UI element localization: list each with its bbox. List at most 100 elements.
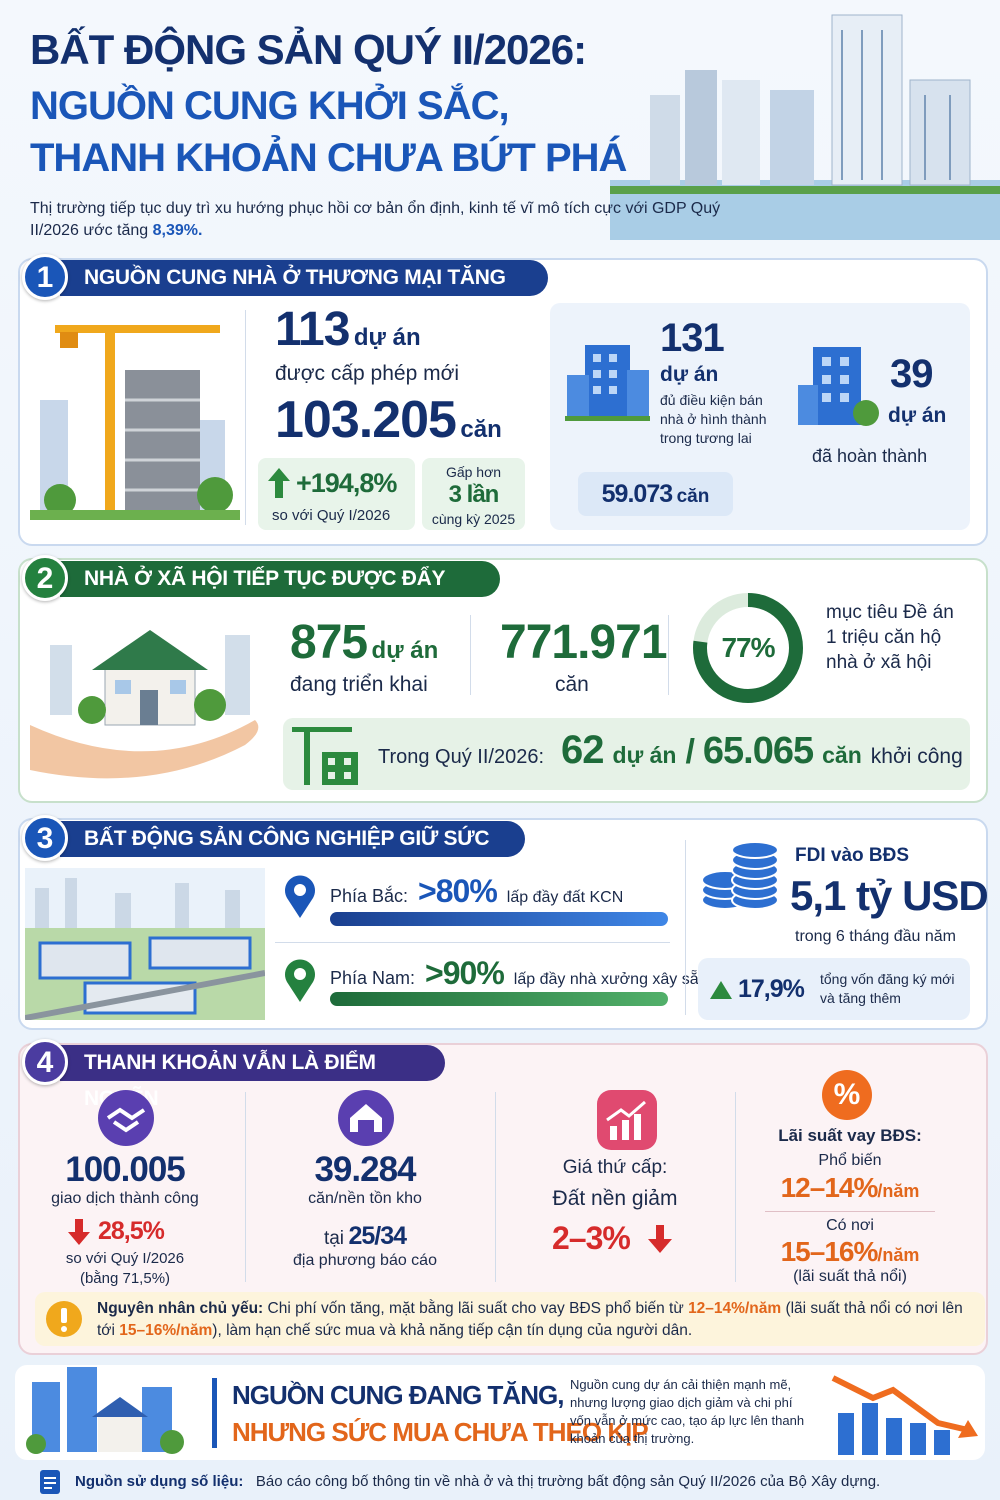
intro: Thị trường tiếp tục duy trì xu hướng phụ… [30,198,730,242]
shape [609,354,617,362]
highlight: 12–14%/năm [688,1300,782,1317]
shape [285,875,315,918]
shape [685,70,717,185]
divider [470,615,471,695]
shape [30,720,259,779]
text: Chi phí vốn tăng, mặt bằng lãi suất cho … [267,1300,684,1317]
region-rate: >90% [425,955,505,991]
unit: dự án [612,742,677,768]
fdi-growth-box [698,958,970,1020]
shape [92,630,208,670]
unit: căn [460,416,502,443]
price-change: 2–3% [552,1220,631,1256]
shape [344,772,351,779]
divider [735,1092,736,1282]
shape [606,1100,646,1122]
shape [358,1120,374,1132]
value: 65.065 [702,730,814,772]
shape [593,386,601,394]
label: Gấp hơn [445,464,502,480]
progress-label: 77% [721,632,775,663]
shape [78,696,106,724]
shape [148,936,252,970]
rate-row: 15–16%/năm [745,1236,955,1268]
label: được cấp phép mới [275,362,460,385]
house-hand-illustration [30,630,259,779]
region-row: Phía Bắc: >80% lấp đầy đất KCN [330,873,623,910]
permit-projects: 113 dự án [275,302,421,357]
transactions-change: 28,5% [98,1217,165,1245]
intro-highlight: 8,39%. [152,222,203,239]
social-projects: 875 dự án [290,615,438,670]
shape [567,375,589,417]
shape [294,968,306,980]
shape [838,1413,854,1455]
footer-text: Báo cáo công bố thông tin về nhà ở và th… [255,1473,881,1490]
value: 15–16% [780,1236,879,1267]
shape [958,1420,978,1438]
city-illustration [26,1367,184,1454]
social-units: 771.971 [500,616,668,669]
label: đang triển khai [290,673,428,696]
shape [853,400,879,426]
divider [245,1092,246,1282]
skyline-illustration [610,14,1000,240]
unit: dự án [371,637,439,664]
shape [106,1107,146,1133]
region-row: Phía Nam: >90% lấp đầy nhà xưởng xây sẵn [330,955,708,992]
shape [285,959,315,1002]
shape [225,635,250,715]
fdi-amount: 5,1 tỷ USD [790,872,989,919]
label: đã hoàn thành [812,446,928,466]
shape [30,510,240,520]
unit: căn [555,673,589,696]
shape [593,370,601,378]
shape [44,1477,56,1489]
shape [862,1403,878,1455]
shape [61,1326,67,1332]
shape [268,468,290,498]
shape [140,690,158,725]
label: tổng vốn đăng ký mới và tăng thêm [820,971,955,1006]
title-line: BẤT ĐỘNG SẢN QUÝ II/2026: [30,26,587,73]
shape [822,375,831,384]
headline: NGUỒN CUNG ĐANG TĂNG, [232,1380,564,1410]
industrial-illustration [25,868,265,1020]
shape [822,357,831,366]
shape [813,347,861,425]
shape [822,393,831,402]
divider [765,1211,935,1212]
value: 113 [275,303,350,356]
label: so với Quý I/2026 [65,1250,185,1267]
label: (bằng 71,5%) [79,1270,171,1287]
shape [67,1367,97,1452]
shape [115,680,131,694]
shape [60,332,78,348]
shape [650,95,680,185]
title-line: THANH KHOẢN CHƯA BỨT PHÁ [30,136,627,180]
shape [831,14,903,186]
label: (lãi suất thả nổi) [793,1268,907,1285]
section-number: 4 [22,1039,68,1085]
shape [841,30,951,180]
section-number: 1 [22,254,68,300]
shape [25,970,265,1020]
shape [225,890,240,928]
shape [35,888,49,928]
shape [840,393,849,402]
shape [294,884,306,896]
label: giao dịch thành công [51,1190,199,1207]
text: (lãi suất thả nổi có nơi lên tới [97,1300,963,1339]
shape [910,1423,926,1455]
shape [125,398,200,492]
shape [160,1430,184,1454]
eligible-projects: 131 [660,316,725,360]
shape [170,680,186,694]
warehouse-icon [338,1090,394,1146]
label: Đất nền giảm [552,1187,678,1210]
conclusion-text: Nguồn cung dự án cải thiện mạnh mẽ, nhưn… [570,1377,805,1446]
unit: dự án [660,363,719,386]
label: Giá thứ cấp: [562,1157,668,1178]
region-rate: >80% [418,873,498,909]
shape [609,386,617,394]
